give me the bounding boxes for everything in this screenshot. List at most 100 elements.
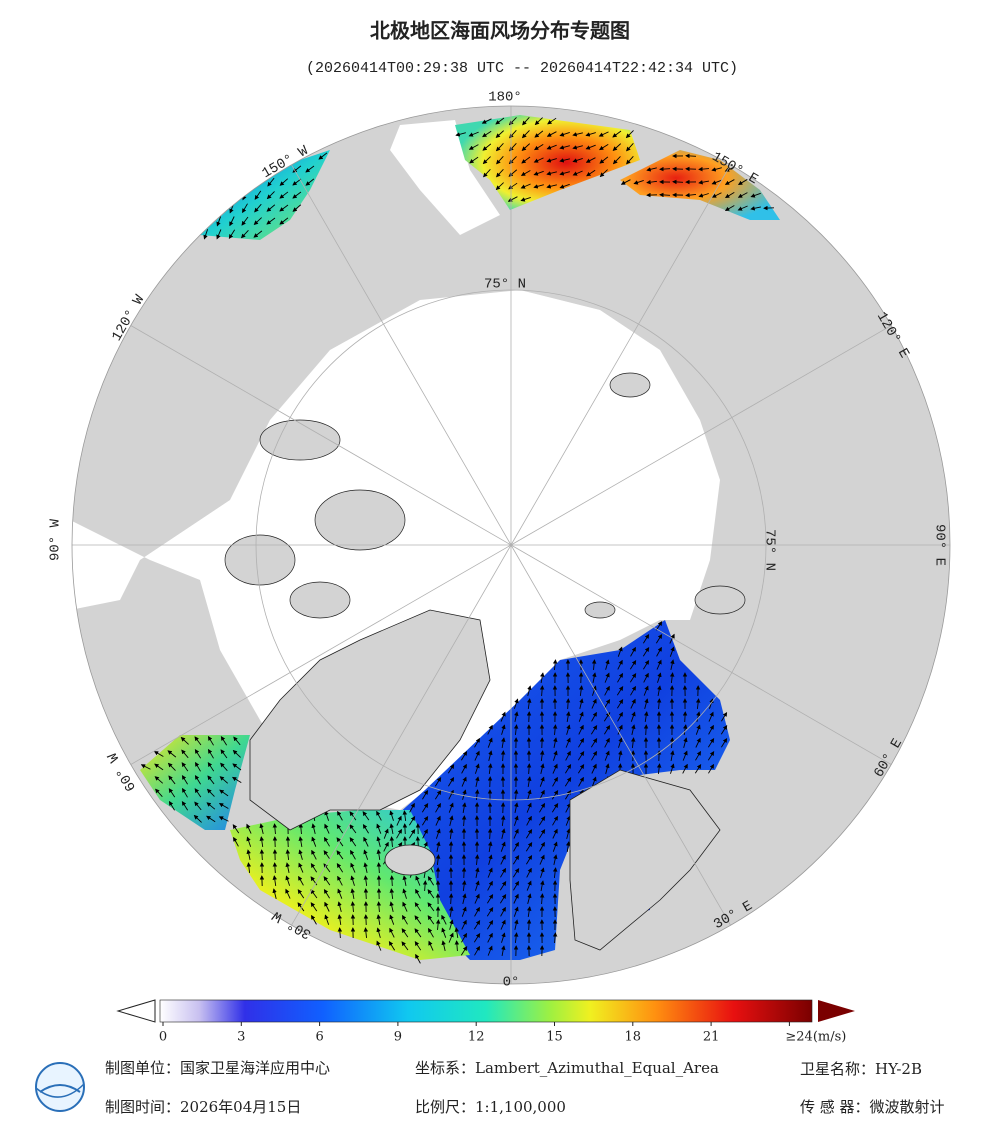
wind-arrow: [441, 914, 447, 925]
wind-arrow: [620, 179, 631, 185]
wind-arrow: [551, 803, 559, 813]
wind-arrow: [592, 685, 597, 696]
wind-arrow: [598, 131, 609, 137]
wind-arrow: [539, 750, 545, 762]
wind-arrow: [421, 803, 429, 813]
wind-arrow: [402, 823, 408, 835]
colorbar-max-arrow: [818, 1000, 855, 1022]
wind-arrow: [311, 823, 316, 834]
wind-arrow: [415, 888, 421, 899]
wind-arrow: [324, 914, 330, 925]
wind-arrow: [266, 217, 276, 225]
wind-arrow: [487, 945, 493, 956]
wind-arrow: [297, 889, 305, 899]
wind-arrow: [711, 192, 722, 198]
wind-arrow: [376, 862, 382, 874]
wind-arrow: [572, 132, 583, 137]
wind-arrow: [154, 776, 164, 784]
wind-arrow: [292, 178, 302, 186]
wind-arrow: [604, 737, 610, 748]
wind-arrow: [324, 823, 330, 834]
wind-arrow: [363, 862, 368, 873]
wind-arrow: [481, 118, 492, 124]
wind-arrow: [585, 144, 596, 150]
wind-arrow: [401, 928, 409, 938]
wind-arrow: [279, 191, 289, 199]
wind-arrow: [389, 836, 395, 848]
wind-arrow: [428, 927, 434, 938]
sea-ice: [72, 290, 720, 810]
wind-arrow: [508, 169, 518, 177]
wind-arrow: [533, 157, 544, 163]
wind-arrow: [552, 828, 558, 839]
wind-arrow: [408, 815, 416, 826]
wind-arrow: [154, 763, 164, 771]
wind-arrow: [708, 711, 714, 722]
wind-arrow: [540, 867, 545, 878]
map-disk: [72, 106, 950, 984]
wind-arrow: [460, 946, 468, 956]
wind-arrow: [229, 216, 235, 227]
island: [259, 419, 341, 461]
wind-arrow: [376, 914, 381, 926]
wind-arrow: [526, 763, 532, 775]
wind-arrow: [546, 171, 557, 176]
wind-arrow: [272, 875, 278, 887]
wind-arrow: [475, 867, 480, 878]
wind-arrow: [513, 724, 519, 736]
wind-arrow: [350, 875, 355, 886]
wind-arrow: [572, 145, 583, 150]
wind-arrow: [414, 902, 422, 912]
wind-arrow: [520, 183, 531, 189]
wind-arrow: [449, 906, 454, 918]
wind-arrow: [216, 216, 222, 227]
wind-arrow: [553, 750, 558, 761]
wind-arrow: [285, 862, 290, 873]
wind-arrow: [591, 698, 597, 709]
wind-arrow: [695, 750, 701, 761]
wind-arrow: [552, 867, 558, 879]
lat-label: 75° N: [484, 277, 526, 293]
wind-arrow: [698, 166, 710, 172]
wind-arrow: [408, 829, 416, 839]
wind-arrow: [526, 854, 533, 865]
wind-arrow: [259, 836, 265, 848]
wind-arrow: [696, 711, 701, 722]
wind-arrow: [206, 802, 216, 810]
wind-arrow: [565, 802, 571, 813]
wind-arrow: [525, 828, 533, 839]
wind-arrow: [672, 179, 684, 185]
wind-arrow: [415, 875, 421, 886]
wind-arrow: [193, 814, 202, 823]
wind-arrow: [616, 686, 624, 696]
wind-arrow: [565, 841, 571, 853]
wind-arrow: [552, 932, 558, 944]
wind-arrow: [482, 130, 492, 138]
subtitle: (20260414T00:29:38 UTC -- 20260414T22:42…: [306, 60, 738, 77]
wind-arrow: [646, 179, 658, 185]
wind-arrow: [513, 906, 519, 917]
wind-arrow: [546, 144, 557, 150]
wind-arrow: [724, 205, 735, 211]
wind-arrow: [514, 711, 519, 722]
wind-arrow: [363, 849, 369, 860]
wind-arrow: [617, 672, 624, 683]
wind-arrow: [415, 836, 421, 848]
meridian: [510, 164, 731, 546]
wind-arrow: [461, 763, 467, 774]
footer-satellite: 卫星名称：HY-2B: [800, 1060, 922, 1078]
wind-arrow: [559, 158, 570, 163]
wind-arrow: [220, 735, 228, 746]
wind-arrow: [630, 685, 636, 696]
wind-arrow: [514, 919, 519, 930]
wind-arrow: [483, 169, 491, 178]
wind-arrow: [474, 763, 480, 774]
wind-arrow: [616, 698, 624, 709]
wind-arrow: [617, 711, 623, 722]
wind-arrow: [533, 143, 544, 151]
wind-arrow: [253, 217, 262, 226]
wind-arrow: [682, 750, 688, 761]
wind-arrow: [643, 711, 649, 723]
wind-arrow: [496, 155, 504, 165]
wind-arrow: [285, 849, 291, 861]
